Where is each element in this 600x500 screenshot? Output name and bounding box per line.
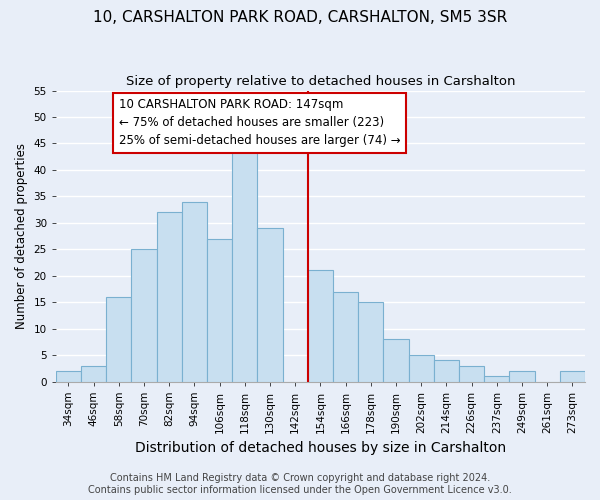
Bar (560, 371, 585, 382)
Bar (157, 212, 182, 382)
Bar (257, 228, 283, 382)
Bar (484, 376, 509, 382)
Bar (182, 202, 207, 382)
Bar (409, 355, 434, 382)
Bar (333, 292, 358, 382)
Bar (434, 360, 459, 382)
Text: 10 CARSHALTON PARK ROAD: 147sqm
← 75% of detached houses are smaller (223)
25% o: 10 CARSHALTON PARK ROAD: 147sqm ← 75% of… (119, 98, 400, 148)
Bar (106, 297, 131, 382)
Bar (56, 371, 81, 382)
Bar (308, 270, 333, 382)
Title: Size of property relative to detached houses in Carshalton: Size of property relative to detached ho… (125, 75, 515, 88)
Text: Contains HM Land Registry data © Crown copyright and database right 2024.
Contai: Contains HM Land Registry data © Crown c… (88, 474, 512, 495)
Bar (509, 371, 535, 382)
Bar (383, 339, 409, 382)
Text: 10, CARSHALTON PARK ROAD, CARSHALTON, SM5 3SR: 10, CARSHALTON PARK ROAD, CARSHALTON, SM… (93, 10, 507, 25)
Bar (358, 302, 383, 382)
Bar (131, 250, 157, 382)
Bar (232, 138, 257, 382)
X-axis label: Distribution of detached houses by size in Carshalton: Distribution of detached houses by size … (135, 441, 506, 455)
Bar (81, 366, 106, 382)
Bar (207, 238, 232, 382)
Y-axis label: Number of detached properties: Number of detached properties (15, 143, 28, 329)
Bar (459, 366, 484, 382)
